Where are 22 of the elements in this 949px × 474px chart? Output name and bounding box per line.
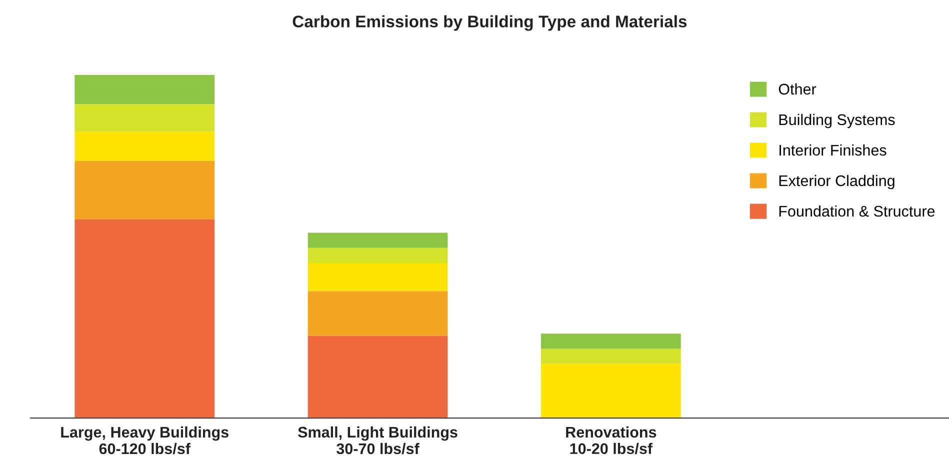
bar: [540, 348, 681, 364]
bar: [74, 74, 215, 104]
bar: [74, 160, 215, 220]
bar: [74, 132, 215, 161]
bar: [74, 104, 215, 132]
bar: [540, 334, 681, 349]
x-tick-label: Large, Heavy Buildings 60-120 lbs/sf: [61, 426, 228, 454]
legend-label: Exterior Cladding: [779, 174, 894, 190]
bar: [308, 336, 448, 418]
bar: [74, 219, 215, 418]
bar: [308, 291, 448, 336]
bar: [308, 248, 448, 263]
legend-label: Interior Finishes: [780, 144, 886, 156]
x-tick-label: Renovations 10-20 lbs/sf: [566, 426, 656, 454]
bar: [308, 232, 448, 248]
bar: [540, 364, 681, 418]
x-tick-label: Small, Light Buildings 30-70 lbs/sf: [298, 426, 458, 454]
legend-label: Foundation & Structure: [779, 205, 935, 217]
chart-title: Carbon Emissions by Building Type and Materials: [292, 15, 687, 31]
bar: [308, 262, 448, 292]
legend-label: Other: [778, 83, 816, 95]
legend-label: Building Systems: [779, 114, 895, 128]
